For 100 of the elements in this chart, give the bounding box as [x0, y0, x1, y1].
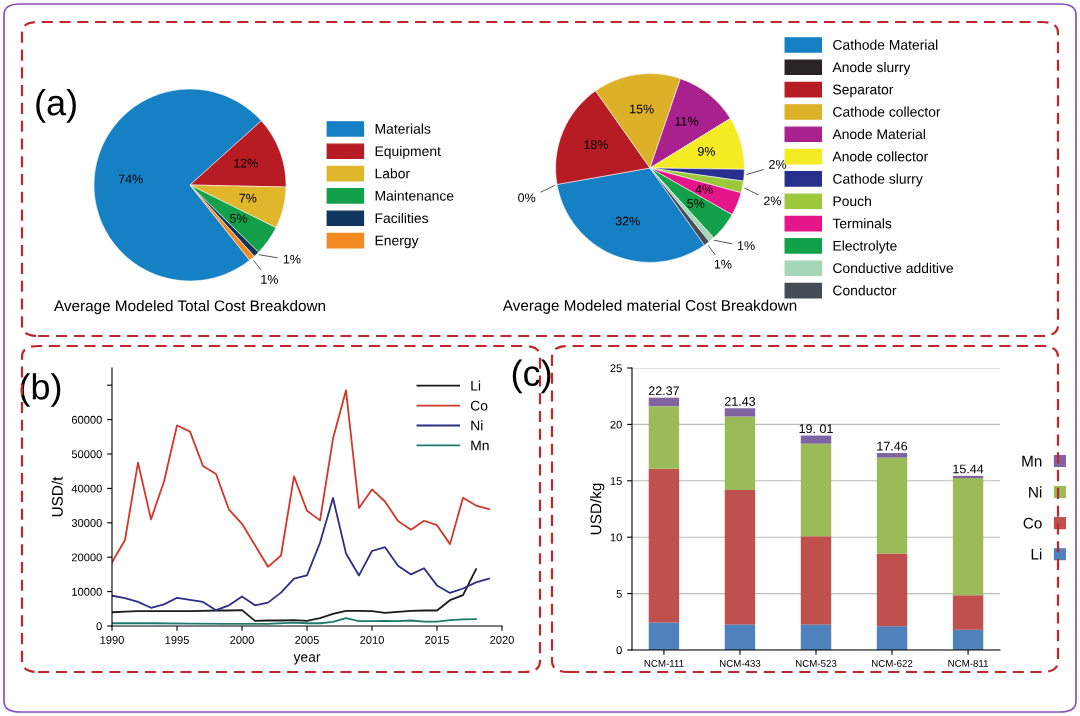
total-label: 21.43 [724, 396, 756, 406]
legend-label: Labor [375, 168, 410, 179]
bar [800, 443, 832, 537]
text: (a) [36, 89, 76, 123]
data-label: 4% [695, 184, 713, 194]
data-label: 12% [234, 158, 258, 168]
legend-label: Anode Material [832, 128, 925, 140]
y-tick-label: 0 [616, 646, 622, 655]
data-label: 1% [261, 274, 278, 284]
y-tick-label: 20 [610, 420, 622, 429]
legend-label: Separator [833, 84, 894, 98]
legend-label: Mn [471, 440, 489, 451]
x-tick-label: 2015 [425, 636, 449, 644]
data-label: 15% [630, 104, 654, 114]
total-label: 17.46 [877, 441, 908, 451]
bar [648, 397, 680, 407]
legend-label: Ni [471, 420, 483, 431]
legend-label: Facilities [375, 212, 429, 224]
bar [724, 489, 756, 625]
bar [800, 624, 832, 650]
legend-label: Anode collector [832, 151, 928, 162]
legend-label: Conductive additive [833, 262, 954, 274]
line-series [112, 568, 477, 622]
y-tick-label: 40000 [71, 484, 102, 493]
data-label: 32% [615, 216, 640, 226]
legend-label: Electrolyte [833, 240, 897, 254]
bar [648, 622, 680, 650]
x-tick-label: 2000 [230, 636, 254, 644]
bar [724, 416, 756, 490]
x-tick-label: NCM-433 [719, 659, 761, 667]
text: (b) [20, 373, 61, 407]
bar [800, 536, 832, 625]
bar [952, 629, 984, 650]
y-tick-label: 20000 [71, 553, 102, 562]
bar [876, 626, 908, 650]
text: Average Modeled Total Cost Breakdown [54, 300, 326, 315]
legend-label: Cathode collector [833, 106, 941, 117]
legend-label: Mn [1022, 455, 1042, 467]
data-label: 2% [769, 159, 787, 169]
data-label: 1% [283, 254, 301, 264]
legend-label: Co [1023, 517, 1042, 529]
x-tick-label: 2020 [490, 636, 514, 644]
x-tick-label: NCM-622 [872, 659, 913, 667]
x-tick-label: 1990 [100, 636, 124, 644]
legend-label: Energy [375, 235, 419, 249]
data-label: 11% [675, 116, 699, 126]
data-label: 1% [714, 259, 732, 269]
line-series [112, 389, 490, 568]
x-tick-label: 2010 [360, 636, 384, 644]
x-tick-label: NCM-811 [948, 659, 989, 667]
y-tick-label: 10 [610, 533, 622, 542]
legend-label: Cathode slurry [833, 173, 923, 187]
x-tick-label: NCM-523 [796, 659, 837, 667]
text: Average Modeled material Cost Breakdown [502, 299, 797, 314]
bar [724, 408, 756, 417]
y-tick-label: 15 [610, 477, 622, 485]
legend-label: Li [1031, 548, 1042, 560]
y-tick-label: 50000 [71, 450, 102, 459]
legend-label: Conductor [833, 285, 897, 296]
text: 0% [518, 193, 536, 203]
bar [800, 435, 832, 444]
text: (c) [512, 359, 551, 394]
legend-label: Co [470, 400, 488, 411]
legend-label: Li [471, 380, 481, 391]
x-tick-label: 1995 [165, 636, 189, 644]
legend-label: Terminals [832, 218, 892, 229]
legend-label: Maintenance [375, 190, 454, 201]
data-label: 7% [239, 193, 257, 203]
bar [876, 457, 908, 554]
y-tick-label: 5 [616, 589, 622, 598]
y-tick-label: 30000 [71, 519, 102, 527]
total-label: 19. 01 [799, 424, 833, 434]
data-label: 74% [118, 174, 143, 184]
y-tick-label: 25 [610, 364, 622, 373]
x-axis-title: year [293, 654, 321, 665]
legend-label: Equipment [375, 145, 441, 159]
line-series [112, 497, 490, 612]
data-label: 18% [584, 140, 608, 150]
data-label: 9% [697, 146, 716, 156]
legend-label: Ni [1029, 486, 1042, 498]
bar [648, 406, 680, 469]
x-tick-label: NCM-111 [644, 659, 684, 667]
x-tick-label: 2005 [295, 636, 319, 644]
bar [876, 553, 908, 627]
y-tick-label: 10000 [72, 587, 102, 596]
total-label: 22.37 [648, 386, 679, 396]
data-label: 5% [687, 199, 705, 208]
y-tick-label: 60000 [71, 415, 102, 424]
y-axis-title: USD/t [51, 476, 63, 517]
data-label: 2% [764, 196, 782, 206]
y-axis-title: USD/kg [590, 483, 605, 535]
legend-label: Materials [375, 123, 431, 134]
data-label: 5% [229, 214, 248, 223]
data-label: 1% [737, 241, 755, 250]
legend-label: Cathode Material [833, 39, 938, 50]
bar [724, 624, 756, 650]
legend-label: Pouch [833, 195, 871, 207]
y-tick-label: 0 [96, 622, 102, 631]
bar [952, 478, 984, 596]
total-label: 15.44 [953, 464, 984, 474]
